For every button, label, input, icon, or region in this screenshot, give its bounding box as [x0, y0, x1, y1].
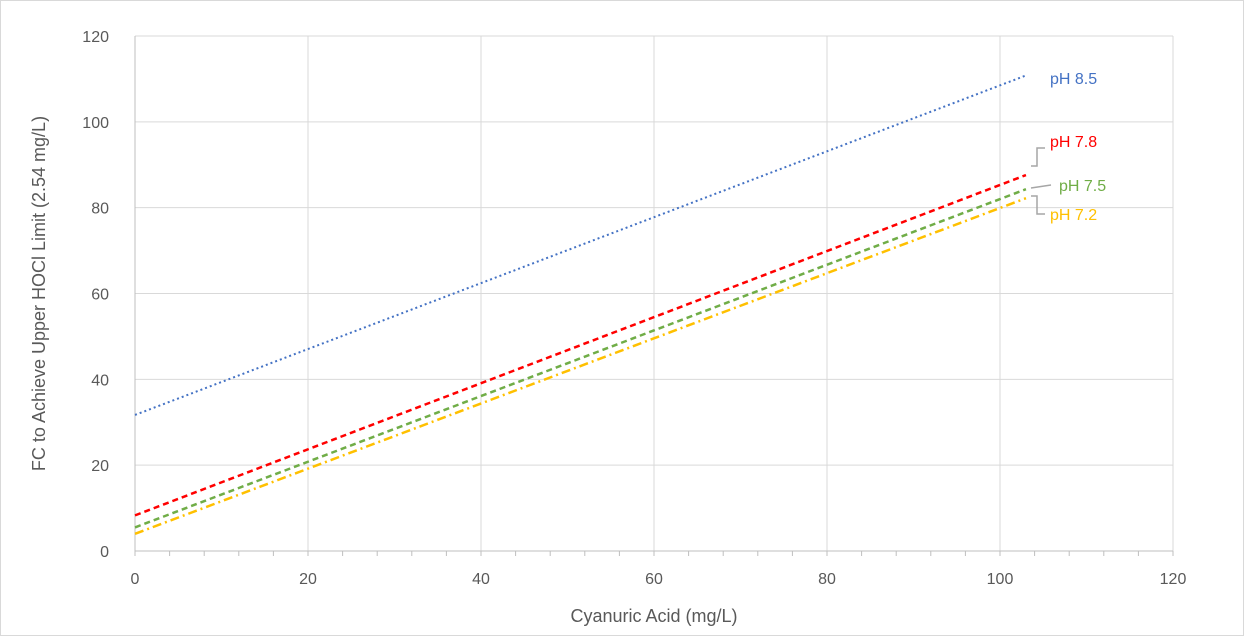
y-tick-label: 0: [100, 544, 109, 561]
leader-line: [1030, 184, 1052, 189]
y-tick-label: 20: [91, 458, 109, 475]
x-tick-label: 100: [987, 571, 1014, 588]
leader-line: [1031, 147, 1045, 167]
y-tick-label: 80: [91, 201, 109, 218]
y-tick-label: 120: [82, 29, 109, 46]
series-line-ph-8-5: [134, 74, 1027, 416]
series-line-ph-7-2: [134, 197, 1027, 536]
series-lines: [134, 74, 1027, 536]
series-line-ph-7-8: [134, 173, 1027, 517]
series-label: pH 8.5: [1050, 71, 1097, 88]
series-labels: pH 8.5 pH 7.8 pH 7.5 pH 7.2: [1030, 71, 1106, 224]
y-tick-label: 40: [91, 372, 109, 389]
grid-lines: [135, 35, 1174, 551]
series-line-ph-7-5: [134, 188, 1027, 529]
y-axis-title: FC to Achieve Upper HOCl Limit (2.54 mg/…: [29, 116, 49, 471]
y-tick-label: 60: [91, 287, 109, 304]
axes: 0 20 40 60 80 100 120 0 20 40 60 80 100 120: [82, 29, 1186, 588]
series-label: pH 7.2: [1050, 207, 1097, 224]
x-tick-label: 80: [818, 571, 836, 588]
series-label: pH 7.8: [1050, 134, 1097, 151]
x-axis-title: Cyanuric Acid (mg/L): [570, 606, 737, 626]
leader-line: [1031, 195, 1045, 215]
series-label: pH 7.5: [1059, 178, 1106, 195]
x-tick-label: 0: [131, 571, 140, 588]
y-tick-label: 100: [82, 115, 109, 132]
x-tick-label: 120: [1160, 571, 1187, 588]
x-tick-label: 20: [299, 571, 317, 588]
x-tick-label: 60: [645, 571, 663, 588]
x-tick-label: 40: [472, 571, 490, 588]
